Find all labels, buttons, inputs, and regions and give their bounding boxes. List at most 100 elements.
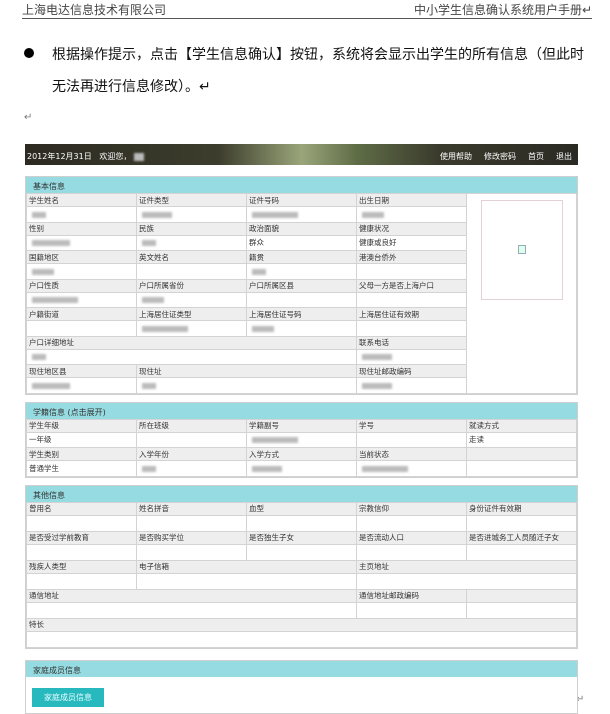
field-value [136,320,247,337]
field-value: 群众 [246,234,357,251]
field-label: 是否独生子女 [246,530,357,545]
top-nav: 使用帮助 修改密码 首页 退出 [440,151,572,162]
redacted-value [142,211,172,218]
field-label: 曾用名 [26,501,137,516]
field-value [26,320,137,337]
redacted-value [142,297,164,304]
field-value: 健康或良好 [356,234,467,251]
field-label: 入学年份 [136,447,247,461]
field-value [26,601,357,619]
field-label: 出生日期 [356,193,467,207]
manual-title: 中小学生信息确认系统用户手册↵ [413,3,592,17]
redacted-value [142,240,156,247]
field-label: 籍贯 [246,250,357,264]
field-label: 宗教信仰 [356,501,467,516]
section-header[interactable]: 学籍信息 (点击展开) [26,402,577,419]
field-label: 身份证件有效期 [466,501,577,516]
redacted-value [142,465,156,472]
family-members-button[interactable]: 家庭成员信息 [32,687,104,707]
field-label [466,588,577,603]
field-value [26,206,137,223]
field-value: 一年级 [26,431,137,448]
field-label: 就读方式 [466,418,577,433]
field-value [246,263,357,280]
system-screenshot: 2012年12月31日 欢迎您， 使用帮助 修改密码 首页 退出 基本信息 学生姓… [25,144,578,714]
redacted-value [32,268,54,275]
section-header: 家庭成员信息 [26,660,577,677]
field-value [466,514,577,532]
field-label: 现住地区县 [26,364,137,378]
field-label: 户籍街道 [26,307,137,321]
field-value [26,377,137,394]
field-value [136,514,247,532]
field-label: 现住址邮政编码 [356,364,467,378]
field-label: 电子信箱 [136,559,357,574]
current-date: 2012年12月31日 [27,152,92,161]
field-label: 学生姓名 [26,193,137,207]
field-value [356,263,467,280]
field-label: 通信地址邮政编码 [356,588,467,603]
field-value [246,543,357,561]
field-label: 现住址 [136,364,357,378]
field-label: 户口所属省份 [136,278,247,293]
field-value [136,291,247,308]
redacted-username [133,152,144,161]
field-value [26,234,137,251]
field-value [136,460,247,477]
broken-image-icon [518,245,526,254]
redacted-value [142,382,156,389]
redacted-value [32,211,46,218]
field-value [26,514,137,532]
field-value [246,431,357,448]
field-value [26,291,137,308]
section-header: 基本信息 [26,177,577,193]
field-label: 户口性质 [26,278,137,293]
banner-date-welcome: 2012年12月31日 欢迎您， [27,151,144,162]
field-label: 主页地址 [356,559,577,574]
info-section: 其他信息 曾用名 姓名拼音 血型 宗教信仰 身份证件有效期 是否受过学前教育 是否购买学位 是否… [25,484,578,649]
field-label: 特长 [26,617,577,632]
section-header: 其他信息 [26,485,577,502]
welcome-text: 欢迎您， [99,152,132,161]
redacted-value [32,240,70,247]
redacted-value [252,465,282,472]
student-photo-cell [466,193,577,394]
field-label: 入学方式 [246,447,357,461]
field-label: 上海居住证号码 [246,307,357,321]
field-label: 户口详细地址 [26,335,357,350]
field-value [136,206,247,223]
field-label [466,447,577,461]
info-section: 学籍信息 (点击展开) 学生年级 所在班级 学籍副号 学号 就读方式 一年级 走读 学生类别 入学… [25,401,578,478]
nav-help[interactable]: 使用帮助 [440,152,472,161]
redacted-value [362,354,392,361]
field-value: 走读 [466,431,577,448]
redacted-value [142,325,188,332]
field-label: 通信地址 [26,588,357,603]
redacted-value [32,354,46,361]
field-value [246,460,357,477]
info-section: 基本信息 学生姓名 证件类型 证件号码 出生日期 性别 民族 政治面貌 健康状况 群众 健康或良好国… [25,176,578,395]
field-label: 学生年级 [26,418,137,433]
field-value [466,460,577,477]
nav-home[interactable]: 首页 [528,152,544,161]
field-value [356,460,467,477]
field-value [466,543,577,561]
nav-logout[interactable]: 退出 [556,152,572,161]
field-label: 性别 [26,221,137,236]
redacted-value [362,382,392,389]
field-value [26,630,577,648]
field-value [356,572,577,590]
nav-change-password[interactable]: 修改密码 [484,152,516,161]
field-label: 上海居住证类型 [136,307,247,321]
field-value [136,263,247,280]
bullet-icon [24,48,34,58]
instruction-line-2: 无法再进行信息修改）。↵ [52,79,211,95]
field-label: 民族 [136,221,247,236]
field-value [136,431,247,448]
redacted-value [252,211,298,218]
field-label: 学生类别 [26,447,137,461]
return-mark: ↵ [24,112,33,123]
field-value [356,543,467,561]
redacted-value [362,211,384,218]
field-value [26,543,137,561]
